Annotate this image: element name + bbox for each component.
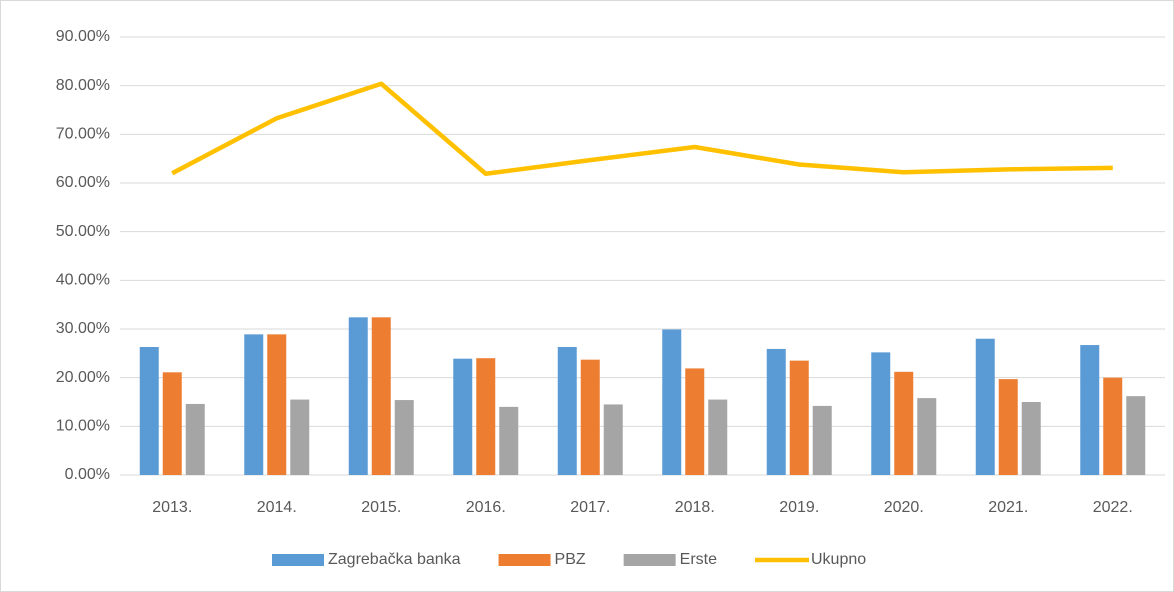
- y-tick-label: 70.00%: [56, 126, 110, 143]
- bar: [371, 317, 391, 475]
- bar: [453, 358, 473, 475]
- bar: [662, 329, 682, 475]
- legend-label: Zagrebačka banka: [328, 551, 461, 568]
- x-tick-label: 2015.: [361, 499, 401, 516]
- bar: [871, 352, 891, 475]
- bar: [499, 406, 519, 475]
- y-tick-label: 90.00%: [56, 28, 110, 45]
- bar: [267, 334, 287, 475]
- x-tick-label: 2013.: [152, 499, 192, 516]
- bar: [580, 359, 600, 475]
- legend-swatch: [272, 554, 324, 566]
- bar: [789, 360, 809, 475]
- bar: [394, 400, 414, 475]
- bar: [185, 403, 205, 475]
- legend-swatch: [498, 554, 551, 566]
- bar: [476, 358, 496, 475]
- legend-swatch: [623, 554, 676, 566]
- y-tick-label: 50.00%: [56, 223, 110, 240]
- y-tick-label: 60.00%: [56, 174, 110, 191]
- bar: [812, 405, 832, 475]
- bar: [1126, 396, 1146, 475]
- x-tick-label: 2016.: [466, 499, 506, 516]
- bar: [244, 334, 264, 475]
- y-tick-label: 30.00%: [56, 320, 110, 337]
- y-tick-label: 20.00%: [56, 369, 110, 386]
- x-tick-label: 2019.: [779, 499, 819, 516]
- bar: [162, 372, 182, 475]
- bar: [603, 404, 623, 475]
- bar: [708, 399, 728, 475]
- x-tick-label: 2021.: [988, 499, 1028, 516]
- y-tick-label: 40.00%: [56, 272, 110, 289]
- bar: [766, 348, 786, 475]
- bar: [348, 317, 368, 475]
- bar: [290, 399, 310, 475]
- bar: [557, 347, 577, 475]
- bar: [1103, 377, 1123, 475]
- bar: [894, 371, 914, 475]
- bar: [917, 398, 937, 475]
- x-tick-label: 2020.: [884, 499, 924, 516]
- x-tick-label: 2022.: [1093, 499, 1133, 516]
- y-tick-label: 80.00%: [56, 77, 110, 94]
- legend-label: PBZ: [555, 551, 586, 568]
- line: [171, 81, 1113, 177]
- bar: [685, 368, 705, 475]
- bar: [1021, 402, 1041, 475]
- legend-label: Ukupno: [811, 551, 866, 568]
- x-tick-label: 2014.: [257, 499, 297, 516]
- bar: [139, 347, 159, 475]
- bar: [975, 338, 995, 475]
- x-tick-label: 2018.: [675, 499, 715, 516]
- y-tick-label: 10.00%: [56, 418, 110, 435]
- bar: [998, 379, 1018, 475]
- y-tick-label: 0.00%: [65, 466, 110, 483]
- x-tick-label: 2017.: [570, 499, 610, 516]
- legend-label: Erste: [680, 551, 717, 568]
- bar: [1080, 345, 1100, 475]
